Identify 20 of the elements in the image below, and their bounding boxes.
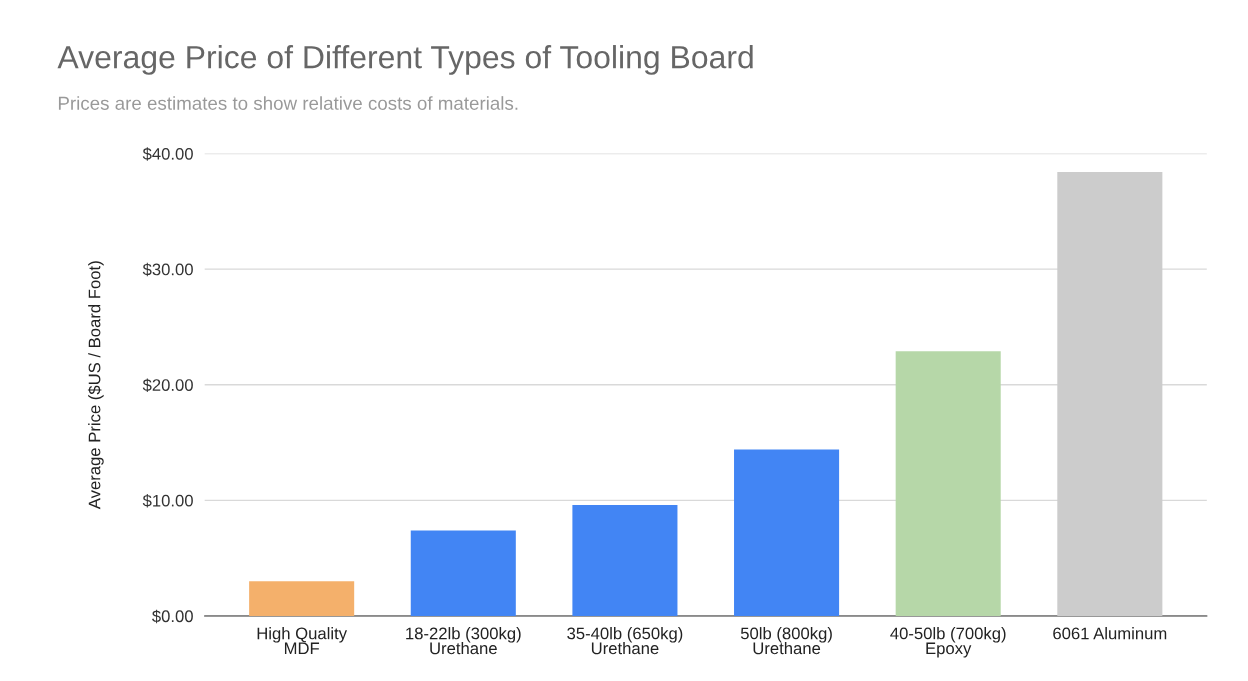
y-tick-label: $30.00 <box>142 262 193 277</box>
bar <box>1057 172 1163 616</box>
bar <box>572 504 678 616</box>
x-tick-label: High Quality MDF <box>257 627 348 655</box>
y-tick-label: $10.00 <box>142 494 193 508</box>
x-tick-label: 40-50lb (700kg) Epoxy <box>890 627 1006 658</box>
x-tick-label: 50lb (800kg) Urethane <box>740 627 832 655</box>
chart-title: Average Price of Different Types of Tooling Board <box>57 45 753 75</box>
bar <box>895 351 1001 616</box>
y-tick-label: $40.00 <box>142 147 193 161</box>
bar <box>249 581 355 616</box>
chart-subtitle: Prices are estimates to show relative costs of materials. <box>58 96 518 110</box>
bar <box>410 530 516 616</box>
y-tick-label: $0.00 <box>152 609 193 624</box>
x-tick-label: 18-22lb (300kg) Urethane <box>406 627 521 655</box>
x-tick-label: 35-40lb (650kg) Urethane <box>567 627 683 655</box>
bar <box>734 449 840 616</box>
x-tick-label: 6061 Aluminum <box>1053 627 1167 640</box>
y-tick-label: $20.00 <box>142 378 193 392</box>
y-axis-title: Average Price ($US / Board Foot) <box>87 261 104 510</box>
